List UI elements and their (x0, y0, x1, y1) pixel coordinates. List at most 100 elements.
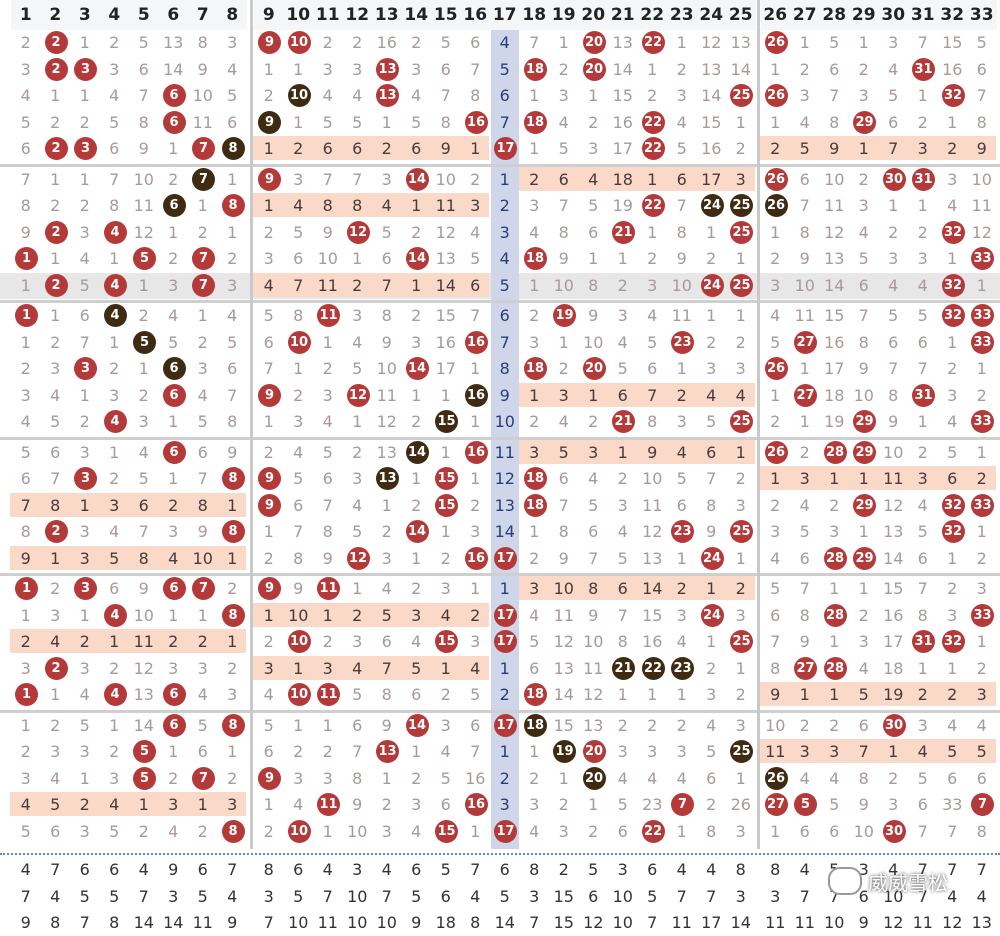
drawn-number-ball: 7 (192, 273, 215, 297)
miss-count-cell: 1 (411, 469, 422, 488)
miss-count-cell: 4 (558, 412, 569, 431)
miss-count-cell: 4 (770, 548, 781, 568)
column-header: 14 (401, 0, 431, 30)
miss-count-cell: 2 (829, 495, 840, 515)
miss-count-cell: 4 (79, 249, 90, 268)
miss-count-cell: 9 (20, 222, 31, 242)
stat-cell: 10 (347, 886, 368, 906)
miss-count-cell: 1 (770, 821, 781, 841)
miss-count-cell: 3 (735, 715, 746, 735)
miss-count-cell: 1 (263, 59, 274, 79)
miss-count-cell: 1 (109, 715, 120, 735)
stat-cell: 14 (730, 913, 751, 932)
highlight-band (10, 545, 246, 570)
miss-count-cell: 4 (411, 632, 422, 651)
column-header: 2 (40, 0, 70, 30)
miss-count-cell: 8 (381, 306, 392, 325)
miss-count-cell: 1 (888, 196, 899, 215)
miss-count-cell: 3 (888, 795, 899, 814)
miss-count-cell: 4 (168, 548, 179, 568)
miss-count-cell: 4 (440, 742, 451, 761)
drawn-number-ball: 18 (523, 713, 547, 737)
miss-count-cell: 1 (352, 579, 363, 598)
miss-count-cell: 8 (109, 196, 120, 215)
miss-count-cell: 13 (553, 658, 574, 678)
miss-count-cell: 19 (824, 412, 845, 431)
miss-count-cell: 1 (470, 579, 481, 598)
miss-count-cell: 1 (799, 33, 810, 52)
miss-count-cell: 7 (381, 658, 392, 678)
miss-count-cell: 5 (20, 112, 31, 132)
column-header: 21 (608, 0, 638, 30)
miss-count-cell: 1 (735, 658, 746, 678)
miss-count-cell: 2 (440, 685, 451, 704)
drawn-number-ball: 33 (971, 493, 994, 517)
miss-count-cell: 11 (583, 658, 604, 678)
stat-cell: 4 (976, 886, 987, 906)
miss-count-cell: 2 (976, 469, 987, 488)
miss-count-cell: 3 (799, 86, 810, 105)
miss-count-cell: 1 (293, 715, 304, 735)
drawn-number-ball: 32 (941, 84, 965, 107)
miss-count-cell: 7 (617, 605, 628, 625)
miss-count-cell: 11 (824, 196, 845, 215)
miss-count-cell: 3 (947, 605, 958, 625)
miss-count-cell: 1 (411, 742, 422, 761)
miss-count-cell: 7 (138, 86, 149, 105)
stat-cell: 2 (558, 860, 569, 879)
drawn-number-ball: 32 (941, 273, 965, 297)
drawn-number-ball: 23 (671, 330, 694, 354)
miss-count-cell: 8 (197, 495, 208, 515)
drawn-number-ball: 22 (641, 31, 665, 54)
miss-count-cell: 5 (676, 139, 687, 158)
highlight-band (10, 629, 246, 653)
drawn-number-ball: 7 (192, 577, 215, 600)
drawn-number-ball: 33 (971, 410, 994, 433)
miss-count-cell: 6 (917, 795, 928, 814)
miss-count-cell: 6 (976, 59, 987, 79)
miss-count-cell: 2 (529, 768, 540, 788)
miss-count-cell: 8 (647, 412, 658, 431)
drawn-number-ball: 4 (103, 220, 127, 244)
miss-count-cell: 4 (197, 685, 208, 704)
miss-count-cell: 4 (588, 169, 599, 189)
miss-count-cell: 15 (942, 33, 963, 52)
miss-count-cell: 7 (381, 275, 392, 295)
stat-cell: 11 (192, 913, 213, 932)
miss-count-cell: 1 (50, 685, 61, 704)
highlight-band (10, 492, 246, 517)
drawn-number-ball: 29 (853, 546, 876, 570)
miss-count-cell: 4 (50, 768, 61, 788)
miss-count-cell: 7 (20, 169, 31, 189)
miss-count-cell: 9 (858, 359, 869, 378)
drawn-number-ball: 9 (258, 467, 281, 490)
column-header: 29 (849, 0, 879, 30)
drawn-number-ball: 9 (258, 577, 281, 600)
miss-count-cell: 4 (799, 112, 810, 132)
miss-count-cell: 11 (971, 196, 992, 215)
miss-count-cell: 2 (558, 59, 569, 79)
miss-count-cell: 2 (770, 139, 781, 158)
miss-count-cell: 4 (499, 33, 510, 52)
miss-count-cell: 1 (227, 222, 238, 242)
miss-count-cell: 2 (799, 442, 810, 462)
miss-count-cell: 1 (293, 112, 304, 132)
drawn-number-ball: 28 (823, 440, 847, 464)
miss-count-cell: 3 (947, 169, 958, 189)
miss-count-cell: 1 (706, 222, 717, 242)
miss-count-cell: 7 (499, 332, 510, 352)
drawn-number-ball: 6 (162, 383, 186, 407)
miss-count-cell: 10 (347, 821, 368, 841)
drawn-number-ball: 33 (971, 304, 994, 327)
miss-count-cell: 5 (79, 715, 90, 735)
drawn-number-ball: 6 (162, 84, 186, 107)
drawn-number-ball: 4 (103, 273, 127, 297)
miss-count-cell: 6 (947, 768, 958, 788)
miss-count-cell: 6 (381, 632, 392, 651)
miss-count-cell: 11 (671, 306, 692, 325)
miss-count-cell: 3 (617, 495, 628, 515)
miss-count-cell: 3 (647, 275, 658, 295)
miss-count-cell: 8 (470, 86, 481, 105)
miss-count-cell: 2 (706, 658, 717, 678)
miss-count-cell: 1 (647, 169, 658, 189)
